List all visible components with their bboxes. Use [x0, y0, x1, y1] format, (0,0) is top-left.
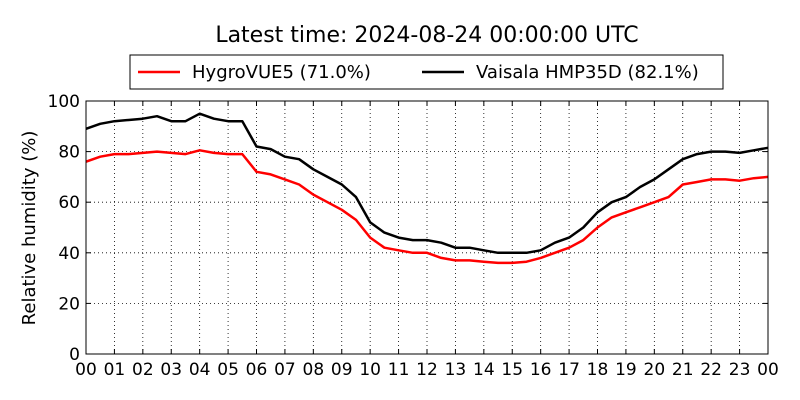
x-tick-label: 01: [104, 360, 126, 380]
x-tick-label: 19: [615, 360, 637, 380]
x-tick-label: 17: [558, 360, 580, 380]
y-tick-label: 80: [58, 143, 80, 163]
x-tick-label: 11: [388, 360, 410, 380]
series-line-hygrovue5: [85, 149, 769, 265]
x-tick-label: 13: [445, 360, 467, 380]
x-tick-label: 02: [132, 360, 154, 380]
y-axis-label: Relative humidity (%): [19, 131, 40, 326]
x-axis: 00 01 02 03 04 05 06 07 08 09 10 11 12 13 14 15 16 17 18 19…: [75, 101, 779, 380]
x-tick-label: 06: [246, 360, 268, 380]
x-tick-label: 05: [217, 360, 239, 380]
legend: HygroVUE5 (71.0%) Vaisala HMP35D (82.1%): [129, 54, 724, 90]
series-layer: [85, 112, 769, 265]
y-tick-label: 0: [69, 345, 80, 365]
legend-label-vaisala: Vaisala HMP35D (82.1%): [476, 62, 699, 83]
x-tick-label: 14: [473, 360, 495, 380]
x-tick-label: 03: [160, 360, 182, 380]
x-tick-label: 21: [672, 360, 694, 380]
y-tick-label: 40: [58, 244, 80, 264]
y-tick-label: 100: [48, 92, 80, 112]
plot-frame: [85, 100, 769, 355]
legend-label-hygrovue5: HygroVUE5 (71.0%): [192, 62, 371, 83]
x-tick-label: 20: [644, 360, 666, 380]
x-tick-label: 07: [274, 360, 296, 380]
x-tick-label: 08: [303, 360, 325, 380]
y-tick-label: 60: [58, 193, 80, 213]
series-line-vaisala: [85, 112, 769, 255]
x-tick-label: 16: [530, 360, 552, 380]
x-tick-label: 10: [359, 360, 381, 380]
x-tick-label: 18: [587, 360, 609, 380]
x-tick-label: 04: [189, 360, 211, 380]
x-tick-label: 12: [416, 360, 438, 380]
x-tick-label: 09: [331, 360, 353, 380]
y-tick-label: 20: [58, 294, 80, 314]
x-tick-label: 15: [501, 360, 523, 380]
x-tick-label: 22: [700, 360, 722, 380]
chart-title: Latest time: 2024-08-24 00:00:00 UTC: [215, 23, 638, 48]
x-tick-label: 23: [729, 360, 751, 380]
y-axis: 0 20 40 60 80 100: [48, 92, 768, 365]
x-tick-label: 00: [75, 360, 97, 380]
x-tick-label: 00: [757, 360, 779, 380]
grid: [86, 101, 768, 354]
